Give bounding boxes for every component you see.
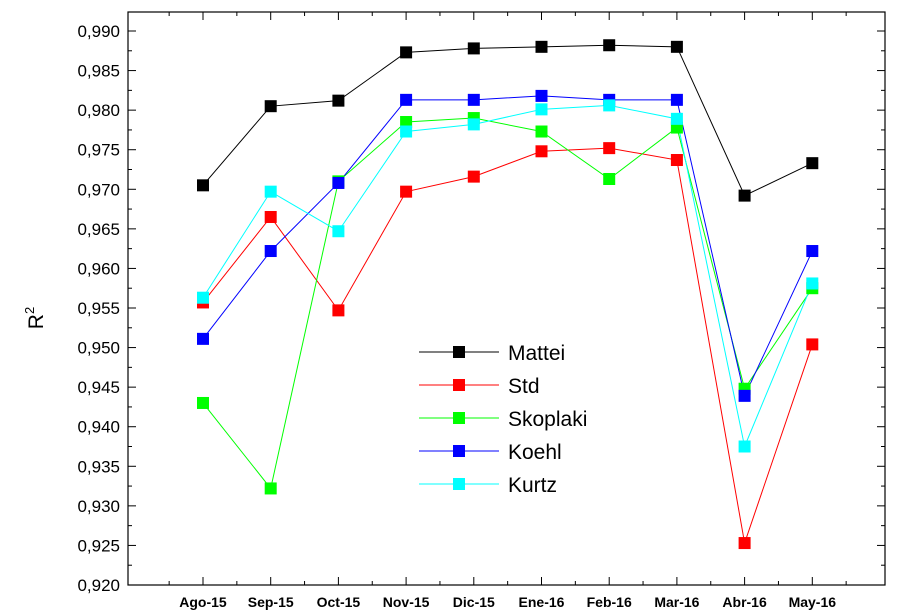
data-point-kurtz [670, 112, 683, 125]
y-tick-label: 0,955 [77, 299, 120, 318]
data-point-koehl [332, 176, 345, 189]
data-point-mattei [197, 179, 209, 192]
x-tick-label: Nov-15 [383, 594, 430, 610]
legend-marker-skoplaki [453, 412, 465, 424]
data-point-skoplaki [535, 125, 548, 138]
x-tick-label: Oct-15 [317, 594, 361, 610]
data-point-std [806, 338, 819, 351]
y-axis-label-sup: 2 [22, 307, 37, 314]
data-point-koehl [806, 245, 819, 258]
x-tick-label: Abr-16 [722, 594, 767, 610]
x-tick-labels: Ago-15 Sep-15 Oct-15 Nov-15 Dic-15 Ene-16 Feb-… [179, 594, 836, 610]
legend: Mattei Std Skoplaki Koehl Kurtz [419, 342, 587, 497]
x-tick-label: Feb-16 [587, 594, 632, 610]
y-tick-label: 0,980 [77, 101, 120, 120]
y-axis-label-base: R [25, 314, 48, 329]
y-tick-labels: 0,920 0,925 0,930 0,935 0,940 0,945 0,950 0,955… [77, 22, 120, 595]
x-tick-label: May-16 [789, 594, 837, 610]
series-line-koehl [202, 95, 813, 398]
x-tick-label: Ago-15 [179, 594, 227, 610]
series-line-skoplaki [202, 117, 813, 490]
plot-frame [127, 11, 886, 586]
legend-marker-mattei [453, 346, 465, 358]
data-point-kurtz [738, 440, 751, 453]
data-point-mattei [264, 100, 277, 113]
series-line-kurtz [202, 104, 813, 449]
data-point-skoplaki [264, 482, 277, 495]
legend-marker-koehl [453, 445, 465, 457]
data-point-std [738, 537, 751, 550]
y-tick-label: 0,945 [77, 378, 120, 397]
legend-label-kurtz: Kurtz [508, 474, 557, 497]
data-point-mattei [535, 40, 548, 53]
data-point-koehl [264, 245, 277, 258]
data-point-koehl [535, 89, 548, 102]
data-point-koehl [197, 332, 209, 345]
data-point-koehl [467, 93, 480, 106]
data-point-std [400, 185, 413, 198]
data-point-koehl [738, 389, 751, 402]
y-tick-label: 0,935 [77, 457, 120, 476]
y-tick-label: 0,965 [77, 220, 120, 239]
legend-label-std: Std [508, 375, 540, 398]
y-tick-label: 0,950 [77, 339, 120, 358]
data-point-kurtz [806, 277, 819, 290]
y-tick-label: 0,970 [77, 180, 120, 199]
series-group [197, 39, 819, 550]
y-tick-label: 0,985 [77, 62, 120, 81]
data-point-mattei [603, 39, 616, 52]
data-point-kurtz [535, 103, 548, 116]
data-point-kurtz [400, 125, 413, 138]
data-point-std [603, 142, 616, 155]
data-point-std [467, 170, 480, 183]
y-tick-label: 0,930 [77, 497, 120, 516]
legend-label-skoplaki: Skoplaki [508, 408, 587, 431]
data-point-kurtz [332, 225, 345, 238]
data-point-kurtz [603, 99, 616, 112]
series-line-mattei [202, 44, 813, 197]
y-tick-label: 0,940 [77, 418, 120, 437]
y-tick-label: 0,960 [77, 259, 120, 278]
data-point-kurtz [197, 291, 209, 304]
x-tick-label: Dic-15 [453, 594, 495, 610]
legend-label-mattei: Mattei [508, 342, 565, 365]
legend-label-koehl: Koehl [508, 441, 562, 464]
y-axis-label: R2 [22, 307, 48, 329]
data-point-koehl [400, 93, 413, 106]
y-tick-label: 0,920 [77, 576, 120, 595]
data-point-mattei [806, 157, 819, 170]
data-point-kurtz [467, 118, 480, 131]
y-tick-label: 0,990 [77, 22, 120, 41]
data-point-skoplaki [400, 116, 413, 129]
x-tick-label: Sep-15 [248, 594, 294, 610]
data-point-kurtz [264, 185, 277, 198]
data-point-std [670, 154, 683, 167]
data-point-std [535, 145, 548, 158]
data-point-mattei [467, 42, 480, 55]
x-tick-label: Ene-16 [519, 594, 565, 610]
legend-marker-kurtz [453, 478, 465, 490]
x-tick-label: Mar-16 [654, 594, 699, 610]
axis-ticks [128, 12, 885, 586]
data-point-koehl [670, 93, 683, 106]
data-point-mattei [332, 94, 345, 107]
data-point-mattei [738, 189, 751, 202]
series-line-std [202, 147, 813, 544]
data-point-mattei [670, 40, 683, 53]
data-point-skoplaki [197, 396, 209, 409]
y-tick-label: 0,975 [77, 141, 120, 160]
y-tick-label: 0,925 [77, 536, 120, 555]
data-point-std [264, 210, 277, 223]
data-point-mattei [400, 46, 413, 59]
data-point-std [332, 304, 345, 317]
legend-marker-std [453, 379, 465, 391]
data-point-skoplaki [603, 172, 616, 185]
